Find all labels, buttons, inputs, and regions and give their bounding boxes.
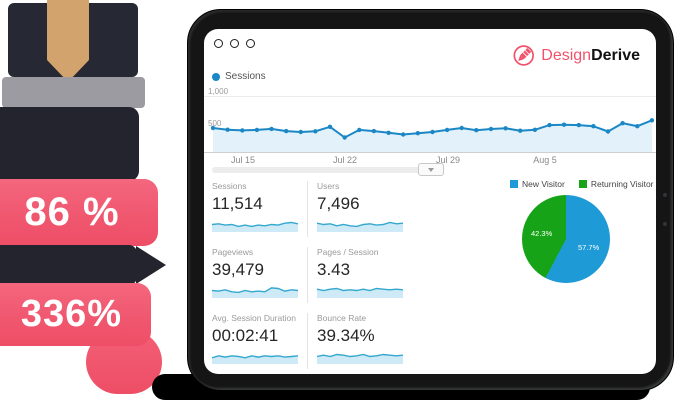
window-controls[interactable] — [214, 39, 255, 48]
logo-text-design: Design — [541, 46, 592, 64]
stat-card-pages-session[interactable]: Pages / Session 3.43 — [307, 247, 406, 303]
pie-legend-item[interactable]: Returning Visitor — [578, 179, 654, 189]
scorecard-grid: Sessions 11,514 Users 7,496 Pageviews 39,479 P… — [211, 181, 406, 369]
y-axis-label-500: 500 — [208, 119, 222, 128]
stat-card-label: Sessions — [212, 181, 247, 191]
sparkline-chart — [211, 221, 299, 232]
sparkline-chart — [211, 287, 299, 298]
stat-card-bounce-rate[interactable]: Bounce Rate 39.34% — [307, 313, 406, 369]
dark-band-arrow — [136, 246, 166, 284]
pie-circle — [522, 195, 610, 283]
stat-card-avg-session-duration[interactable]: Avg. Session Duration 00:02:41 — [211, 313, 307, 369]
bezel-button-icon — [663, 193, 667, 197]
tablet-screen: DesignDerive Sessions 1,000 500 Jul 15 Ju… — [204, 29, 656, 374]
timeline-scroll-handle[interactable] — [418, 163, 444, 176]
stat-value-86: 86 % — [24, 190, 120, 234]
stat-card-value: 39.34% — [317, 326, 375, 345]
pencil-icon — [47, 0, 89, 60]
x-tick-label: Jul 22 — [332, 155, 358, 165]
logo-text-derive: Derive — [591, 46, 640, 64]
window-dot-icon[interactable] — [214, 39, 223, 48]
gridline — [204, 96, 656, 97]
designderive-logo: DesignDerive — [512, 43, 640, 68]
dark-text-block — [0, 107, 139, 181]
stat-card-label: Pages / Session — [317, 247, 379, 257]
stat-card-value: 7,496 — [317, 194, 360, 213]
dark-text-band-2 — [0, 245, 137, 285]
sparkline-chart — [316, 353, 404, 364]
designderive-logo-icon — [513, 45, 535, 66]
window-dot-icon[interactable] — [246, 39, 255, 48]
pencil-tip-icon — [47, 60, 89, 82]
stat-card-label: Bounce Rate — [317, 313, 367, 323]
sparkline-chart — [316, 221, 404, 232]
stat-card-label: Users — [317, 181, 340, 191]
stat-card-value: 00:02:41 — [212, 326, 279, 345]
pie-legend-item[interactable]: New Visitor — [510, 179, 565, 189]
bezel-button-icon — [663, 222, 667, 226]
sessions-legend-label: Sessions — [225, 71, 266, 82]
stat-value-336: 336% — [20, 293, 123, 335]
x-axis-line — [204, 152, 656, 153]
stat-card-label: Avg. Session Duration — [212, 313, 296, 323]
timeline-scrollbar[interactable] — [212, 167, 422, 173]
x-tick-label: Aug 5 — [533, 155, 557, 165]
pie-label-new-visitor: 57.7% — [578, 243, 600, 252]
window-dot-icon[interactable] — [230, 39, 239, 48]
legend-dot-icon — [212, 72, 220, 81]
x-tick-label: Jul 15 — [230, 155, 256, 165]
sessions-legend[interactable]: Sessions — [212, 71, 266, 82]
stat-band-1: 86 % — [0, 179, 158, 246]
visitor-pie-legend: New Visitor Returning Visitor — [510, 179, 654, 189]
gray-text-band — [2, 77, 145, 108]
legend-swatch-icon — [510, 180, 518, 188]
sessions-line-chart — [210, 118, 655, 153]
stat-card-sessions[interactable]: Sessions 11,514 — [211, 181, 307, 237]
pie-label-returning-visitor: 42.3% — [531, 229, 553, 238]
stat-card-value: 11,514 — [212, 194, 263, 213]
legend-swatch-icon — [578, 180, 587, 188]
chevron-down-icon — [428, 168, 434, 172]
stat-card-value: 3.43 — [317, 260, 351, 279]
stat-card-users[interactable]: Users 7,496 — [307, 181, 406, 237]
visitor-pie-chart: 57.7% 42.3% — [522, 195, 610, 283]
stat-card-label: Pageviews — [212, 247, 254, 257]
stat-card-value: 39,479 — [212, 260, 264, 279]
sparkline-chart — [211, 355, 299, 364]
y-axis-label-1000: 1,000 — [208, 87, 229, 96]
sparkline-chart — [316, 287, 404, 298]
stat-band-2: 336% — [0, 283, 151, 346]
stat-card-pageviews[interactable]: Pageviews 39,479 — [211, 247, 307, 303]
